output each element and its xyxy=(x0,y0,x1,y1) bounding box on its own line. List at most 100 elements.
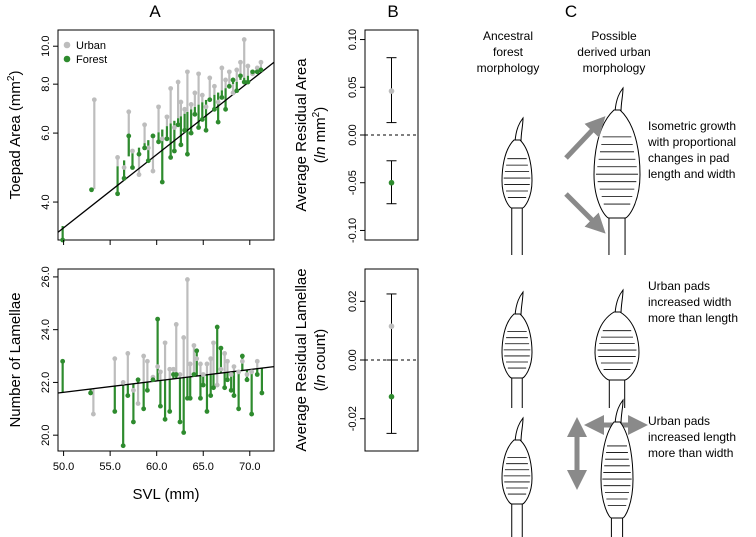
toepad-plot-frame xyxy=(57,29,275,241)
toe-ancestral-row3 xyxy=(501,416,533,537)
y-tick-label: 0.05 xyxy=(347,77,359,98)
toe-claw xyxy=(614,288,624,315)
point-forest-5 xyxy=(131,419,136,425)
point-forest-37 xyxy=(258,67,264,73)
point-urban-11 xyxy=(162,340,168,346)
point-forest-30 xyxy=(225,377,230,383)
row1-text-1: Isometric growth xyxy=(648,119,736,133)
point-urban-9 xyxy=(155,364,161,369)
toepad-legend: Urban Forest xyxy=(63,40,107,66)
ancestral-header-3: morphology xyxy=(477,61,540,75)
point-forest-19 xyxy=(187,395,193,401)
y-tick-label: 22.0 xyxy=(40,372,52,393)
arrow-down-right xyxy=(564,192,606,234)
point-forest-32 xyxy=(231,393,237,399)
point-forest-25 xyxy=(212,106,217,112)
point-urban-7 xyxy=(145,145,151,151)
lamellae-stems xyxy=(61,279,263,446)
point-forest-31 xyxy=(234,88,240,94)
point-urban-19 xyxy=(192,90,198,96)
point-forest-28 xyxy=(223,106,228,112)
point-forest-2 xyxy=(112,409,118,414)
point-urban-10 xyxy=(159,136,165,142)
point-urban-27 xyxy=(218,366,224,372)
point-forest-24 xyxy=(204,409,210,414)
x-tick-label: 55.0 xyxy=(99,461,120,473)
derived-header-2: derived urban xyxy=(577,45,650,59)
point-forest-18 xyxy=(185,151,190,157)
point-urban-15 xyxy=(177,372,183,377)
point-urban-24 xyxy=(212,83,217,89)
point-forest-3 xyxy=(120,443,126,449)
point-forest-34 xyxy=(245,79,251,85)
point-forest-11 xyxy=(158,403,163,409)
residual-area-chart: -0.10 -0.05 0.00 0.05 0.10 Average Residual … xyxy=(293,29,419,243)
ancestral-header-1: Ancestral xyxy=(483,29,533,43)
point-forest-3 xyxy=(121,175,127,181)
point-urban-9 xyxy=(156,104,161,110)
point-urban-33 xyxy=(245,63,251,69)
y-tick-label: 26.0 xyxy=(40,266,52,287)
x-tick-label: 50.0 xyxy=(53,461,74,473)
panel-label-a: A xyxy=(149,2,161,21)
point-urban-26 xyxy=(219,65,225,71)
point-urban-29 xyxy=(225,358,230,364)
point-forest-29 xyxy=(226,83,232,89)
point-forest-29 xyxy=(222,385,228,391)
residual-area-y-label: Average Residual Area xyxy=(293,58,310,212)
point-forest-7 xyxy=(141,406,147,412)
point-forest-19 xyxy=(188,130,194,136)
point-forest-14 xyxy=(171,148,177,154)
point-forest-10 xyxy=(156,139,161,145)
point-urban-10 xyxy=(158,369,163,375)
y-tick-label: 24.0 xyxy=(40,319,52,340)
point-forest-11 xyxy=(159,179,165,185)
y-tick-label: -0.02 xyxy=(347,406,359,431)
point-urban-15 xyxy=(178,99,184,105)
point-forest-33 xyxy=(241,79,247,85)
morphology-diagram: Ancestral forest morphology Possible der… xyxy=(477,29,738,537)
toepad-y-axis: 4.0 6.0 8.0 10.0 xyxy=(40,35,58,210)
legend-forest-marker xyxy=(63,55,71,63)
point-forest-21 xyxy=(196,125,201,130)
toe-ancestral-row1 xyxy=(501,116,533,255)
point-urban-13 xyxy=(171,366,176,372)
legend-forest-label: Forest xyxy=(76,54,107,66)
point-urban-12 xyxy=(168,86,174,91)
ancestral-header-2: forest xyxy=(493,45,524,59)
point-urban-19 xyxy=(191,343,197,348)
legend-urban-marker xyxy=(63,41,71,49)
point-forest-4 xyxy=(126,133,132,139)
row3-text-1: Urban pads xyxy=(648,414,710,428)
panel-label-c: C xyxy=(565,2,577,21)
toe-claw xyxy=(514,290,524,317)
point-forest-8 xyxy=(144,387,150,393)
point-forest-13 xyxy=(168,155,174,160)
point-forest-24 xyxy=(207,97,213,103)
point-urban-21 xyxy=(198,361,203,367)
x-tick-label: 65.0 xyxy=(193,461,214,473)
point-forest-20 xyxy=(192,111,198,117)
arrow-up-right xyxy=(564,116,606,160)
point-urban-30 xyxy=(234,67,240,73)
y-tick-label: 8.0 xyxy=(40,77,52,92)
point-urban-26 xyxy=(214,382,220,388)
point-forest-38 xyxy=(259,390,265,396)
point-forest-30 xyxy=(230,77,236,83)
y-tick-label: -0.10 xyxy=(347,218,359,243)
point-urban-7 xyxy=(144,358,150,364)
point-urban-18 xyxy=(187,361,193,367)
toe-derived-isometric xyxy=(593,86,641,255)
toe-claw xyxy=(614,398,624,425)
point-forest-10 xyxy=(155,316,161,322)
point-urban-32 xyxy=(241,37,247,42)
point-forest-35 xyxy=(244,377,250,383)
lamellae-points xyxy=(60,277,265,449)
residual-lamellae-errorbars xyxy=(386,293,397,434)
toe-ancestral-row2 xyxy=(501,290,533,408)
point-urban-25 xyxy=(215,99,221,105)
point-forest-28 xyxy=(218,345,224,351)
point-forest-17 xyxy=(182,127,188,133)
point-urban-14 xyxy=(175,79,181,85)
mean-point-forest xyxy=(388,179,395,186)
